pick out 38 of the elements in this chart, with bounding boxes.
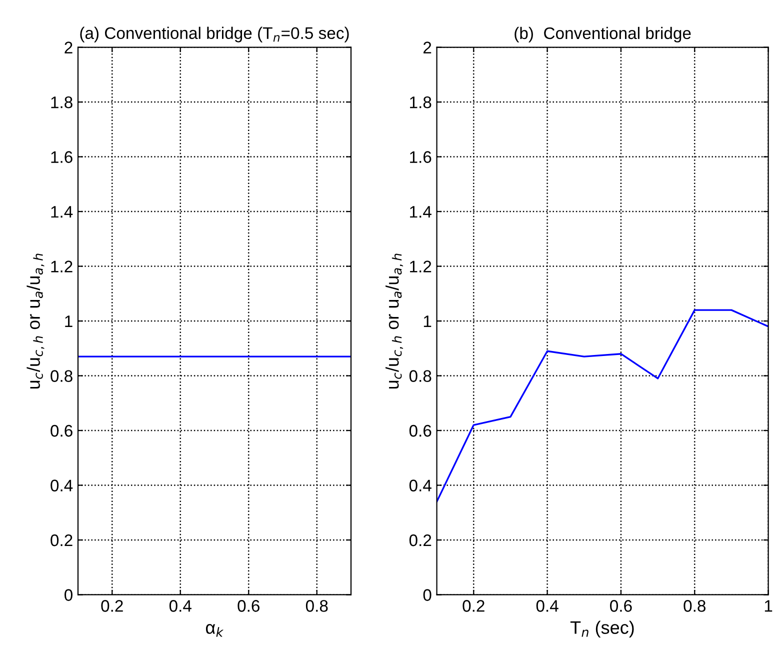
y-tick-label: 0.6 — [50, 424, 72, 437]
y-axis-title: u$_{c}$/u$_{c,h}$ or u$_{a}$/u$_{a,h}$ — [386, 254, 404, 389]
y-tick-label: 1.2 — [51, 260, 72, 272]
chart-title: (a) Conventional bridge (T$_{n}$=0.5 sec) — [80, 26, 349, 42]
x-tick-label: 0.4 — [169, 600, 192, 612]
x-tick-label: 0.2 — [101, 600, 123, 612]
y-tick-label: 0.6 — [409, 424, 432, 437]
y-tick-label: 1.8 — [410, 96, 432, 108]
x-tick-label: 0.2 — [462, 600, 484, 612]
y-tick-label: 0 — [64, 589, 72, 601]
y-tick-label: 1.4 — [51, 206, 73, 218]
y-tick-label: 0.2 — [50, 534, 72, 546]
x-tick-label: 1 — [764, 600, 772, 612]
y-tick-label: 1 — [65, 316, 72, 328]
x-tick-label: 0.6 — [610, 600, 632, 612]
y-tick-label: 1.6 — [51, 151, 72, 163]
y-tick-label: 1.4 — [410, 206, 432, 218]
y-tick-label: 1.6 — [410, 151, 432, 163]
y-tick-label: 1.2 — [410, 260, 432, 272]
y-tick-label: 0.4 — [409, 480, 432, 492]
chart-title: (b) Conventional bridge — [514, 26, 691, 42]
y-tick-label: 1.8 — [51, 96, 72, 108]
y-tick-label: 2 — [424, 42, 432, 54]
x-tick-label: 0.8 — [306, 600, 328, 612]
y-axis-title: u$_{c}$/u$_{c,h}$ or u$_{a}$/u$_{a,h}$ — [26, 254, 44, 389]
y-tick-label: 2 — [64, 42, 72, 54]
y-tick-label: 0.8 — [409, 370, 432, 382]
x-tick-label: 0.4 — [536, 600, 558, 612]
x-axis-title: T$_{n}$ (sec) — [570, 620, 634, 638]
y-tick-label: 1 — [424, 316, 432, 328]
x-tick-label: 0.6 — [238, 600, 260, 612]
x-tick-label: 0.8 — [684, 600, 706, 612]
y-tick-label: 0 — [423, 589, 432, 601]
line-series — [436, 309, 768, 503]
y-tick-label: 0.2 — [409, 534, 432, 546]
y-tick-label: 0.4 — [50, 480, 73, 492]
y-tick-label: 0.8 — [50, 370, 72, 382]
x-axis-title: α$_{k}$ — [206, 624, 224, 637]
